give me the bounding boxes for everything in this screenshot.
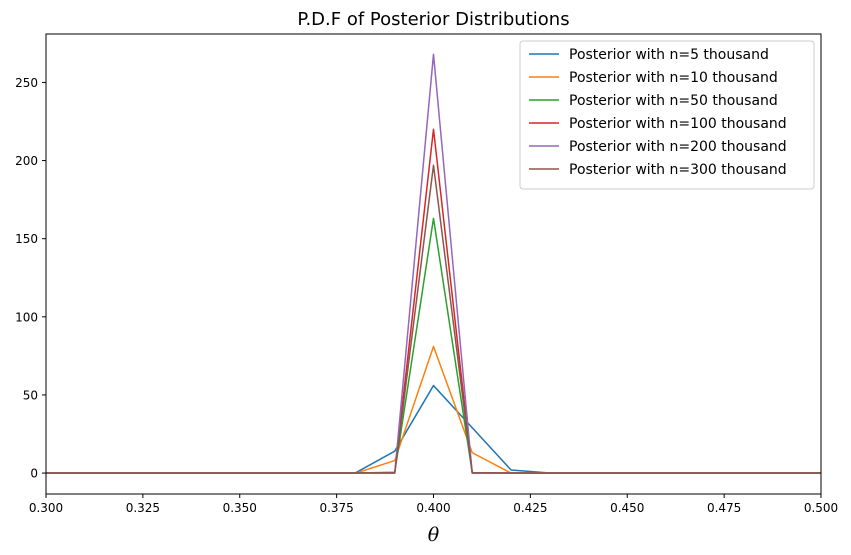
- series-line-6: [46, 164, 821, 474]
- legend-box: [519, 40, 815, 190]
- x-tick-label: 0.400: [416, 501, 450, 515]
- x-tick-label: 0.500: [804, 501, 838, 515]
- y-tick-label: 100: [15, 310, 38, 324]
- legend-label: Posterior with n=5 thousand: [569, 47, 769, 63]
- x-axis-label: θ: [428, 524, 440, 546]
- legend-label: Posterior with n=100 thousand: [569, 116, 787, 132]
- y-tick-label: 250: [15, 76, 38, 90]
- y-tick-label: 200: [15, 154, 38, 168]
- plot-lines: [46, 53, 821, 474]
- y-tick-label: 50: [23, 388, 38, 402]
- legend-label: Posterior with n=50 thousand: [569, 93, 778, 109]
- legend: Posterior with n=5 thousand Posterior wit…: [519, 40, 815, 190]
- x-tick-label: 0.300: [29, 501, 63, 515]
- y-tick-label: 150: [15, 232, 38, 246]
- x-tick-label: 0.450: [610, 501, 644, 515]
- x-tick-label: 0.350: [223, 501, 257, 515]
- y-axis-ticks: 0 50 100 150 200 250: [15, 76, 46, 481]
- legend-label: Posterior with n=10 thousand: [569, 70, 778, 86]
- legend-label: Posterior with n=200 thousand: [569, 139, 787, 155]
- x-tick-label: 0.325: [126, 501, 160, 515]
- x-tick-label: 0.375: [319, 501, 353, 515]
- legend-label: Posterior with n=300 thousand: [569, 162, 787, 178]
- x-tick-label: 0.475: [707, 501, 741, 515]
- y-tick-label: 0: [30, 467, 38, 481]
- chart-title: P.D.F of Posterior Distributions: [297, 9, 569, 30]
- x-axis-ticks: 0.300 0.325 0.350 0.375 0.400 0.425 0.450 0.475…: [29, 494, 838, 515]
- x-tick-label: 0.425: [513, 501, 547, 515]
